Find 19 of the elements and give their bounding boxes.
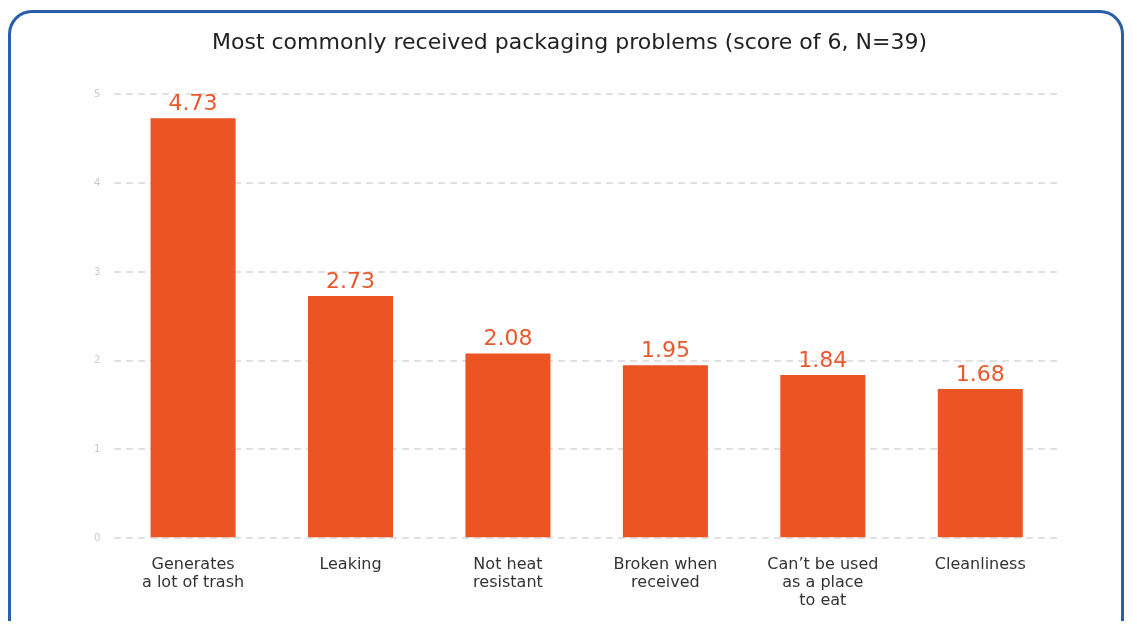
bar — [465, 353, 551, 538]
data-label: 2.73 — [326, 267, 376, 293]
x-tick-label: Generates a lot of trash — [142, 554, 245, 592]
bar — [937, 389, 1023, 538]
bar — [308, 295, 394, 538]
bar — [780, 374, 866, 538]
chart-title: Most commonly received packaging problems (score of 6, N=39) — [212, 28, 927, 54]
x-tick-label: Leaking — [319, 554, 382, 574]
data-label: 1.68 — [955, 360, 1005, 386]
data-label: 4.73 — [168, 90, 218, 116]
x-tick-label: Broken when received — [613, 554, 718, 592]
data-label: 1.84 — [798, 346, 848, 372]
data-label: 2.08 — [483, 325, 533, 351]
x-tick-label: Can’t be used as a place to eat — [767, 554, 879, 610]
bar — [622, 365, 708, 538]
data-label: 1.95 — [640, 336, 690, 362]
bar — [150, 118, 236, 538]
x-tick-label: Cleanliness — [934, 554, 1026, 574]
x-tick-label: Not heat resistant — [473, 554, 543, 592]
